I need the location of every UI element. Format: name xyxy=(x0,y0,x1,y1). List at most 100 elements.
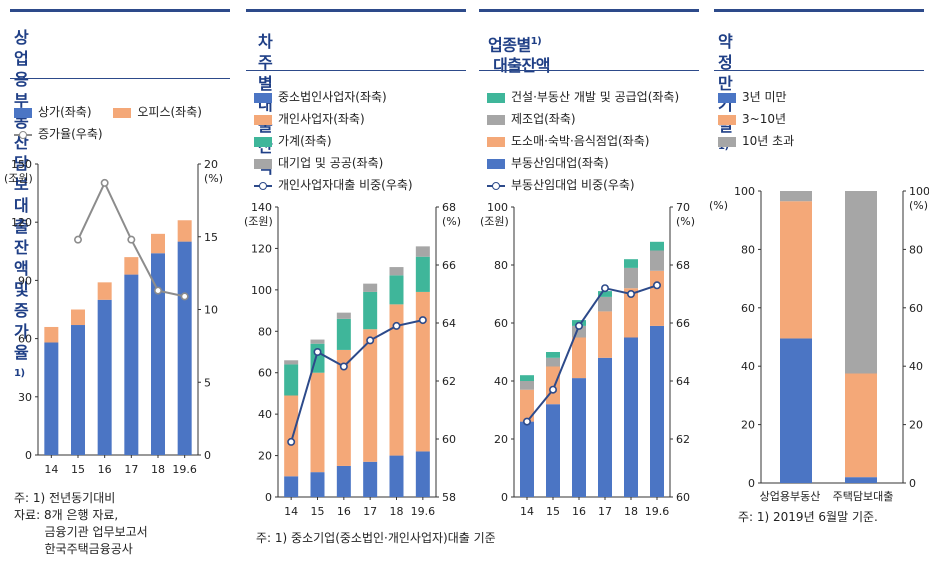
bar-segment xyxy=(124,257,139,275)
line-point xyxy=(549,385,558,394)
bar-segment xyxy=(97,282,112,300)
y-tick-label-right: 70 xyxy=(676,201,690,214)
x-tick-label: 19.6 xyxy=(172,463,197,476)
bar-segment xyxy=(363,283,378,292)
legend-item: 개인사업자(좌축) xyxy=(254,108,413,130)
bar-segment xyxy=(284,395,299,477)
y-tick-label-left: 0 xyxy=(265,491,272,504)
title-underline xyxy=(246,70,466,71)
x-tick-label: 16 xyxy=(337,505,351,518)
y-tick-label-left: 0 xyxy=(25,449,32,462)
y-tick-label-left: 120 xyxy=(251,242,272,255)
x-tick-label: 17 xyxy=(363,505,377,518)
bar-segment xyxy=(845,191,877,374)
bar-segment xyxy=(151,233,165,254)
bar-segment xyxy=(845,477,877,483)
y-tick-label-left: 0 xyxy=(748,477,755,490)
bar-segment xyxy=(284,476,299,497)
legend-item: 대기업 및 공공(좌축) xyxy=(254,152,413,174)
bar-segment xyxy=(624,259,638,268)
bar-segment xyxy=(71,309,85,326)
legend-label: 3~10년 xyxy=(742,112,786,126)
legend-swatch xyxy=(487,136,505,147)
legend-label: 제조업(좌축) xyxy=(511,112,576,126)
bar-segment xyxy=(572,325,586,338)
bar-segment xyxy=(624,288,638,338)
bar-segment xyxy=(546,357,560,367)
y-axis-unit-right: (%) xyxy=(442,215,461,228)
y-tick-label-right: 5 xyxy=(204,376,211,389)
x-tick-label: 16 xyxy=(572,505,586,518)
legend-swatch xyxy=(718,92,736,103)
y-tick-label-left: 20 xyxy=(258,450,272,463)
y-tick-label-left: 40 xyxy=(258,408,272,421)
y-tick-label-left: 100 xyxy=(251,284,272,297)
legend-label: 건설·부동산 개발 및 공급업(좌축) xyxy=(511,90,680,104)
y-tick-label-right: 80 xyxy=(909,243,923,256)
bar-segment xyxy=(389,455,404,497)
chart-plot: 0 20 40 60 80 100 120 140 58 60 62 64 66 68 (조원) (%) 14 1… xyxy=(244,201,461,518)
panel-top-rule xyxy=(479,9,699,12)
x-tick-label: 18 xyxy=(390,505,404,518)
y-tick-label-right: 60 xyxy=(442,433,456,446)
x-tick-label: 19.6 xyxy=(645,505,670,518)
y-tick-label-right: 66 xyxy=(442,259,456,272)
title-underline xyxy=(479,70,699,71)
line-point xyxy=(653,281,662,290)
y-tick-label-right: 20 xyxy=(204,158,218,171)
x-tick-label: 18 xyxy=(624,505,638,518)
title-underline xyxy=(10,78,230,79)
bar-segment xyxy=(363,291,378,330)
bar-segment xyxy=(415,246,430,257)
y-tick-label-right: 66 xyxy=(676,317,690,330)
bar-segment xyxy=(310,472,325,497)
bar-segment xyxy=(389,267,404,276)
legend-label: 도소매·숙박·음식점업(좌축) xyxy=(511,134,650,148)
legend-swatch xyxy=(487,92,505,103)
y-tick-label-left: 140 xyxy=(251,201,272,214)
y-tick-label-left: 60 xyxy=(18,333,32,346)
x-tick-label: 19.6 xyxy=(411,505,436,518)
line-point xyxy=(154,286,163,295)
y-tick-label-left: 80 xyxy=(494,259,508,272)
footnotes: 주: 1) 전년동기대비 자료: 8개 은행 자료, 금융기관 업무보고서 한국… xyxy=(14,490,148,558)
bar-segment xyxy=(780,338,812,483)
line-point xyxy=(366,336,375,345)
bar-segment xyxy=(177,241,192,455)
legend: 3년 미만 3~10년 10년 초과 xyxy=(718,86,794,152)
bar-segment xyxy=(546,352,560,358)
x-tick-label: 15 xyxy=(311,505,325,518)
title-footnote-mark: 1) xyxy=(718,141,729,152)
legend-item: 3~10년 xyxy=(718,108,794,130)
legend-item: 중소법인사업자(좌축) xyxy=(254,86,413,108)
bar-segment xyxy=(336,318,351,350)
legend: 중소법인사업자(좌축) 개인사업자(좌축) 가계(좌축) 대기업 및 공공(좌축… xyxy=(254,86,413,196)
line-point xyxy=(180,292,189,301)
x-tick-label: 16 xyxy=(98,463,112,476)
y-tick-label-right: 64 xyxy=(442,317,456,330)
y-tick-label-right: 0 xyxy=(909,477,916,490)
footnote: 주: 1) 중소기업(중소법인·개인사업자)대출 기준 xyxy=(256,531,496,545)
y-tick-label-left: 120 xyxy=(11,216,32,229)
y-tick-label-right: 62 xyxy=(442,375,456,388)
y-tick-label-left: 40 xyxy=(494,375,508,388)
y-tick-label-right: 64 xyxy=(676,375,690,388)
y-axis-unit-right: (%) xyxy=(909,199,928,212)
bar-segment xyxy=(44,326,59,343)
bar-segment xyxy=(44,342,59,455)
legend-swatch xyxy=(254,114,272,125)
y-tick-label-left: 20 xyxy=(741,419,755,432)
y-tick-label-left: 100 xyxy=(734,185,755,198)
legend-line-swatch xyxy=(14,130,32,140)
legend-item: 3년 미만 xyxy=(718,86,794,108)
panel-title: 상업용부동산 담보대출 잔액 및 증가율 1) xyxy=(14,27,29,387)
footnote: 금융기관 업무보고서 xyxy=(14,525,148,539)
y-tick-label-left: 30 xyxy=(18,391,32,404)
y-tick-label-left: 60 xyxy=(258,367,272,380)
title-line: 약정만기별 xyxy=(718,32,733,135)
title-line: 상업용부동산 담보대출 xyxy=(14,28,29,236)
legend-label: 증가율(우축) xyxy=(38,127,103,141)
bar-segment xyxy=(598,296,612,312)
legend-swatch xyxy=(718,136,736,147)
series-line xyxy=(526,284,658,423)
